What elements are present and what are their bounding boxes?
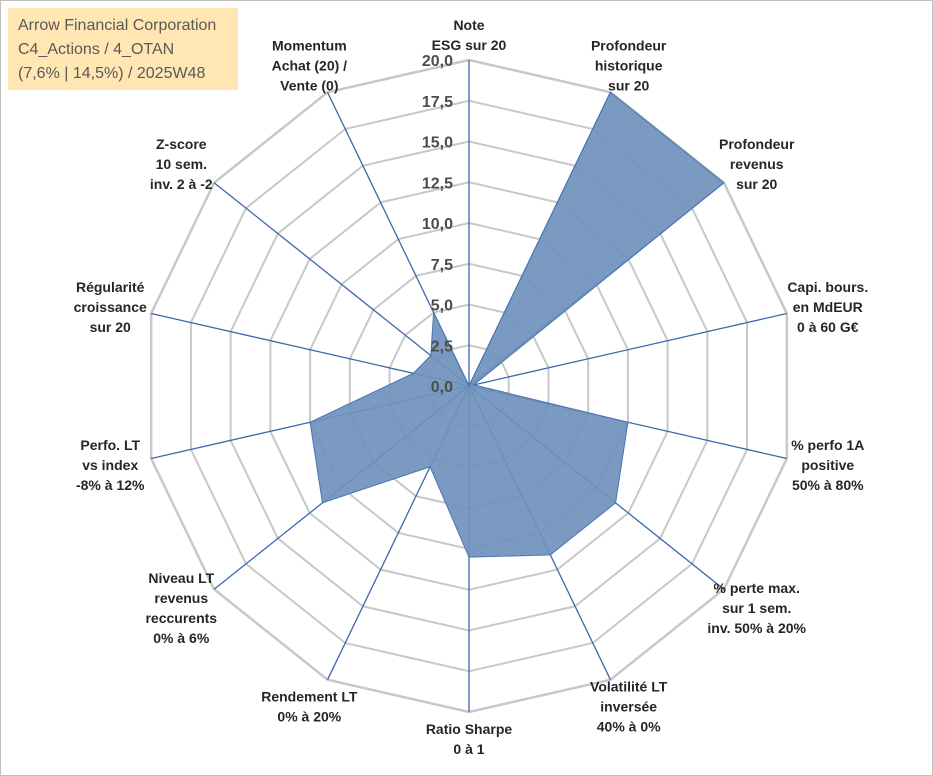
- axis-label-7-line-1: 0 à 1: [453, 741, 484, 757]
- axis-label-6-line-1: inversée: [600, 699, 657, 715]
- axis-label-12-line-1: 10 sem.: [156, 156, 207, 172]
- radar-tick-labels: 0,0 2,5 5,0 7,5 10,0 12,5 15,0 17,5 20,0: [422, 53, 453, 396]
- axis-label-4: % perfo 1A positive 50% à 80%: [791, 437, 864, 493]
- chart-title-box: Arrow Financial Corporation C4_Actions /…: [8, 8, 238, 90]
- tick-label-0: 0,0: [431, 379, 453, 396]
- axis-label-3-line-1: en MdEUR: [793, 299, 863, 315]
- axis-label-13-line-1: Achat (20) /: [272, 57, 348, 73]
- axis-label-1-line-2: sur 20: [608, 77, 649, 93]
- axis-label-3: Capi. bours. en MdEUR 0 à 60 G€: [787, 279, 868, 335]
- tick-label-4: 10,0: [422, 216, 453, 233]
- axis-label-9: Niveau LT revenus reccurents 0% à 6%: [145, 570, 217, 646]
- axis-label-9-line-3: 0% à 6%: [153, 630, 210, 646]
- axis-label-1-line-1: historique: [595, 57, 663, 73]
- axis-label-11: Régularité croissance sur 20: [74, 279, 147, 335]
- axis-label-8-line-0: Rendement LT: [261, 689, 358, 705]
- tick-label-5: 12,5: [422, 175, 453, 192]
- axis-label-13-line-2: Vente (0): [280, 77, 338, 93]
- axis-label-4-line-2: 50% à 80%: [792, 477, 864, 493]
- radar-series: [309, 91, 725, 558]
- axis-label-0: Note ESG sur 20: [432, 17, 507, 53]
- axis-label-7: Ratio Sharpe 0 à 1: [426, 721, 513, 757]
- axis-label-11-line-2: sur 20: [90, 319, 131, 335]
- axis-label-5-line-2: inv. 50% à 20%: [707, 620, 806, 636]
- axis-label-6: Volatilité LT inversée 40% à 0%: [590, 679, 668, 735]
- chart-title-company: Arrow Financial Corporation: [18, 17, 217, 34]
- axis-label-10: Perfo. LT vs index -8% à 12%: [76, 437, 145, 493]
- axis-label-2-line-0: Profondeur: [719, 136, 795, 152]
- axis-label-2: Profondeur revenus sur 20: [719, 136, 795, 192]
- axis-label-10-line-0: Perfo. LT: [80, 437, 140, 453]
- axis-label-11-line-0: Régularité: [76, 279, 145, 295]
- chart-title-period: (7,6% | 14,5%) / 2025W48: [18, 65, 206, 82]
- axis-label-6-line-0: Volatilité LT: [590, 679, 668, 695]
- spoke-3: [468, 312, 787, 387]
- tick-label-6: 15,0: [422, 135, 453, 152]
- axis-label-3-line-2: 0 à 60 G€: [797, 319, 859, 335]
- axis-label-12-line-2: inv. 2 à -2: [150, 176, 213, 192]
- axis-label-0-line-0: Note: [453, 17, 484, 33]
- axis-label-1: Profondeur historique sur 20: [591, 37, 667, 93]
- axis-label-5-line-1: sur 1 sem.: [722, 600, 791, 616]
- spoke-12: [213, 182, 470, 387]
- axis-label-13: Momentum Achat (20) / Vente (0): [272, 37, 348, 93]
- tick-label-3: 7,5: [431, 257, 453, 274]
- radar-axis-labels: Note ESG sur 20 Profondeur historique sur 20…: [74, 17, 869, 757]
- series-area: [309, 91, 725, 558]
- axis-label-5-line-0: % perte max.: [714, 580, 800, 596]
- tick-label-1: 2,5: [431, 338, 453, 355]
- axis-label-9-line-1: revenus: [154, 590, 208, 606]
- axis-label-8-line-1: 0% à 20%: [277, 709, 341, 725]
- axis-label-10-line-2: -8% à 12%: [76, 477, 145, 493]
- axis-label-13-line-0: Momentum: [272, 37, 347, 53]
- axis-label-4-line-0: % perfo 1A: [791, 437, 864, 453]
- axis-label-2-line-1: revenus: [730, 156, 784, 172]
- axis-label-9-line-0: Niveau LT: [148, 570, 214, 586]
- tick-label-2: 5,0: [431, 298, 453, 315]
- tick-label-8: 20,0: [422, 53, 453, 70]
- tick-label-7: 17,5: [422, 94, 453, 111]
- axis-label-6-line-2: 40% à 0%: [597, 719, 661, 735]
- axis-label-12-line-0: Z-score: [156, 136, 207, 152]
- axis-label-2-line-2: sur 20: [736, 176, 777, 192]
- axis-label-4-line-1: positive: [801, 457, 854, 473]
- axis-label-10-line-1: vs index: [82, 457, 138, 473]
- axis-label-9-line-2: reccurents: [145, 610, 217, 626]
- axis-label-8: Rendement LT 0% à 20%: [261, 689, 358, 725]
- axis-label-7-line-0: Ratio Sharpe: [426, 721, 513, 737]
- axis-label-11-line-1: croissance: [74, 299, 147, 315]
- axis-label-12: Z-score 10 sem. inv. 2 à -2: [150, 136, 213, 192]
- axis-label-1-line-0: Profondeur: [591, 37, 667, 53]
- axis-label-5: % perte max. sur 1 sem. inv. 50% à 20%: [707, 580, 806, 636]
- axis-label-3-line-0: Capi. bours.: [787, 279, 868, 295]
- axis-label-0-line-1: ESG sur 20: [432, 37, 507, 53]
- chart-title-category: C4_Actions / 4_OTAN: [18, 41, 175, 58]
